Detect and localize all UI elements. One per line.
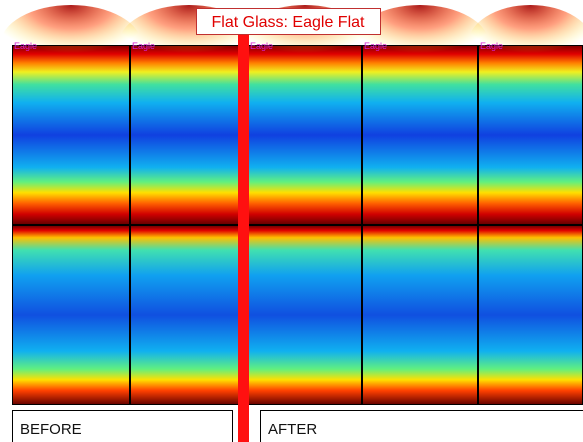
before-label: BEFORE	[20, 421, 82, 438]
heatmap	[362, 225, 478, 405]
heatmap	[130, 225, 248, 405]
title: Flat Glass: Eagle Flat	[212, 14, 366, 31]
divider	[238, 30, 249, 442]
panel-label: Eagle	[480, 41, 503, 51]
panel-label: Eagle	[14, 41, 37, 51]
after-label: AFTER	[268, 421, 317, 438]
screen: Flat Glass: Eagle Flat BEFORE AFTER Eagl…	[0, 0, 583, 442]
panel-grid	[0, 5, 583, 405]
panel-label: Eagle	[132, 41, 155, 51]
heatmap	[12, 225, 130, 405]
heatmap	[478, 225, 583, 405]
panel-label: Eagle	[364, 41, 387, 51]
panel-label: Eagle	[250, 41, 273, 51]
heatmap	[248, 225, 362, 405]
